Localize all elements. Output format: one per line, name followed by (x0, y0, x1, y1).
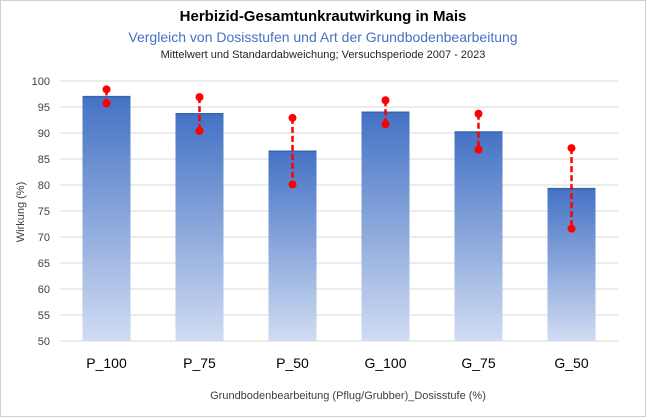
category-label: G_50 (554, 355, 588, 371)
chart-subtitle: Vergleich von Dosisstufen und Art der Gr… (128, 29, 518, 45)
error-cap-high (288, 113, 297, 122)
y-tick-label: 60 (38, 284, 50, 296)
y-tick-label: 100 (32, 76, 50, 88)
category-label: G_100 (364, 355, 406, 371)
error-cap-high (474, 109, 483, 118)
bar (454, 131, 503, 341)
bar (175, 113, 224, 341)
error-cap-low (195, 126, 204, 135)
bar (361, 112, 410, 341)
error-bars (102, 85, 576, 233)
error-cap-low (288, 180, 297, 189)
y-tick-label: 65 (38, 258, 50, 270)
error-cap-low (102, 99, 111, 108)
y-tick-label: 55 (38, 310, 50, 322)
y-tick-label: 90 (38, 128, 50, 140)
error-cap-high (381, 96, 390, 105)
error-cap-low (381, 120, 390, 129)
bar (268, 151, 317, 341)
category-label: P_100 (86, 355, 127, 371)
category-label: G_75 (461, 355, 495, 371)
x-axis-title: Grundbodenbearbeitung (Pflug/Grubber)_Do… (210, 390, 486, 402)
y-axis-title: Wirkung (%) (15, 182, 27, 243)
x-tick-labels: P_100 P_75 P_50 G_100 G_75 G_50 (86, 355, 589, 371)
bars (82, 95, 596, 341)
y-tick-label: 80 (38, 180, 50, 192)
error-cap-high (102, 85, 111, 94)
error-cap-low (567, 224, 576, 233)
y-tick-label: 95 (38, 102, 50, 114)
gridlines (60, 80, 618, 342)
y-tick-label: 50 (38, 336, 50, 348)
error-cap-low (474, 145, 483, 154)
y-tick-label: 85 (38, 154, 50, 166)
error-cap-high (195, 93, 204, 102)
category-label: P_75 (183, 355, 216, 371)
y-tick-label: 75 (38, 206, 50, 218)
y-tick-label: 70 (38, 232, 50, 244)
error-cap-high (567, 144, 576, 153)
bar (82, 96, 131, 341)
chart-title: Herbizid-Gesamtunkrautwirkung in Mais (179, 8, 467, 25)
chart-subtitle-secondary: Mittelwert und Standardabweichung; Versu… (160, 49, 486, 61)
category-label: P_50 (276, 355, 309, 371)
y-tick-labels: 50 55 60 65 70 75 80 85 90 95 100 (32, 76, 50, 348)
